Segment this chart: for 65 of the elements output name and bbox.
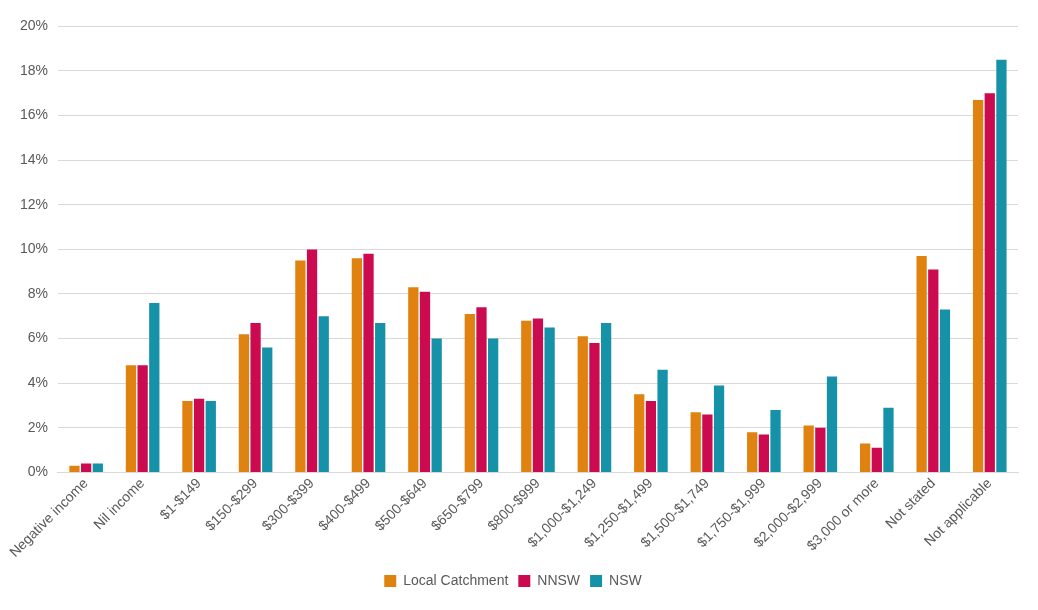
bar xyxy=(645,401,657,472)
bar xyxy=(375,322,386,472)
bar xyxy=(871,447,882,472)
y-tick-label: 12% xyxy=(19,195,48,212)
bar xyxy=(238,334,250,472)
bar xyxy=(713,385,725,472)
y-tick-label: 18% xyxy=(19,61,48,78)
bar xyxy=(250,322,261,472)
legend-label: Local Catchment xyxy=(403,571,509,588)
bar xyxy=(972,99,984,472)
bar xyxy=(193,398,205,472)
bar xyxy=(860,443,871,472)
bar xyxy=(589,343,600,472)
bar xyxy=(149,302,160,472)
bar xyxy=(996,59,1007,472)
bar xyxy=(984,93,995,472)
bar xyxy=(464,314,475,472)
y-tick-label: 10% xyxy=(19,240,48,257)
bar xyxy=(182,401,193,472)
y-tick-label: 14% xyxy=(19,151,48,168)
bar xyxy=(600,322,612,472)
legend-label: NNSW xyxy=(537,571,581,588)
bar xyxy=(318,316,329,472)
bar xyxy=(125,365,137,472)
y-tick-label: 0% xyxy=(27,463,48,480)
y-tick-label: 6% xyxy=(27,329,48,346)
bar xyxy=(205,401,216,472)
bar xyxy=(634,394,645,472)
bar xyxy=(657,369,668,472)
bar xyxy=(532,318,544,472)
y-tick-label: 4% xyxy=(27,374,48,391)
y-tick-label: 2% xyxy=(27,418,48,435)
bar xyxy=(916,256,927,472)
bar xyxy=(883,407,894,472)
bar xyxy=(826,376,838,472)
bar xyxy=(262,347,273,472)
bar xyxy=(419,291,431,472)
bar xyxy=(476,307,487,472)
bar xyxy=(747,432,758,472)
bar xyxy=(544,327,555,472)
bar xyxy=(306,249,318,472)
bar xyxy=(702,414,713,472)
bar xyxy=(363,253,374,472)
bar xyxy=(928,269,939,472)
bar xyxy=(488,338,499,472)
bar xyxy=(431,338,442,472)
bar xyxy=(803,425,814,472)
bar xyxy=(81,463,92,472)
bar xyxy=(815,427,826,472)
y-tick-label: 20% xyxy=(19,17,48,34)
bar xyxy=(295,260,306,472)
bar xyxy=(690,412,701,472)
bar xyxy=(408,287,419,472)
bar xyxy=(939,309,951,472)
y-tick-label: 16% xyxy=(19,106,48,123)
bar xyxy=(137,365,148,472)
legend-label: NSW xyxy=(609,571,643,588)
bar xyxy=(351,258,362,472)
bar xyxy=(69,465,80,472)
bar xyxy=(521,320,532,472)
bar xyxy=(92,463,103,472)
bar xyxy=(770,409,781,472)
bar xyxy=(577,336,588,472)
bar xyxy=(758,434,769,472)
y-tick-label: 8% xyxy=(27,284,48,301)
